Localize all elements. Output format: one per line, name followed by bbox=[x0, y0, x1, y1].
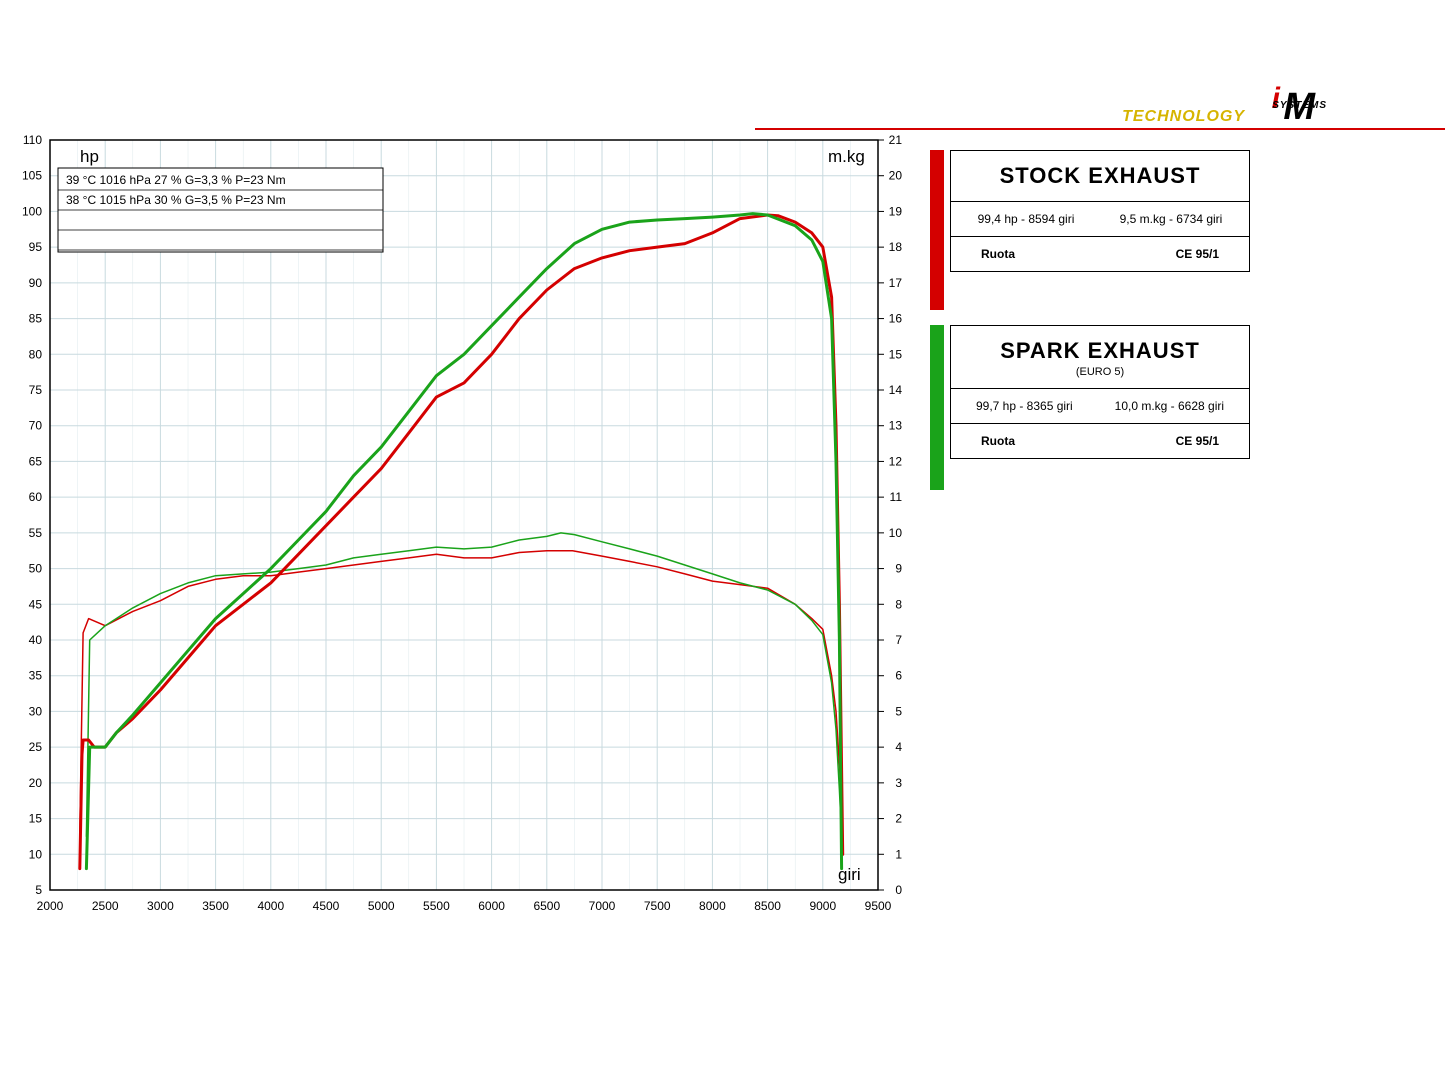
svg-text:21: 21 bbox=[889, 133, 903, 147]
svg-text:95: 95 bbox=[29, 240, 43, 254]
svg-text:5: 5 bbox=[35, 883, 42, 897]
svg-text:2000: 2000 bbox=[37, 899, 64, 913]
svg-text:10: 10 bbox=[889, 526, 903, 540]
swatch-spark bbox=[930, 325, 944, 490]
svg-text:4: 4 bbox=[895, 740, 902, 754]
hp-peak: 99,4 hp - 8594 giri bbox=[978, 212, 1075, 226]
svg-text:20: 20 bbox=[889, 169, 903, 183]
svg-text:14: 14 bbox=[889, 383, 903, 397]
svg-text:80: 80 bbox=[29, 347, 43, 361]
svg-text:7000: 7000 bbox=[589, 899, 616, 913]
norm: CE 95/1 bbox=[1176, 247, 1219, 261]
card-data-row: 99,4 hp - 8594 giri 9,5 m.kg - 6734 giri bbox=[951, 202, 1249, 236]
svg-text:3500: 3500 bbox=[202, 899, 229, 913]
svg-text:110: 110 bbox=[23, 133, 42, 147]
card-footer: Ruota CE 95/1 bbox=[951, 237, 1249, 271]
svg-text:45: 45 bbox=[29, 597, 43, 611]
svg-text:3000: 3000 bbox=[147, 899, 174, 913]
svg-text:90: 90 bbox=[29, 276, 43, 290]
svg-text:8000: 8000 bbox=[699, 899, 726, 913]
svg-text:8500: 8500 bbox=[754, 899, 781, 913]
svg-text:65: 65 bbox=[29, 454, 43, 468]
svg-text:8: 8 bbox=[895, 597, 902, 611]
svg-text:7500: 7500 bbox=[644, 899, 671, 913]
svg-text:39 °C 1016 hPa 27 % G=3,: 39 °C 1016 hPa 27 % G=3,3 % P=23 Nm bbox=[66, 173, 286, 187]
svg-text:15: 15 bbox=[889, 347, 903, 361]
tq-peak: 9,5 m.kg - 6734 giri bbox=[1120, 212, 1223, 226]
card-title: STOCK EXHAUST bbox=[951, 151, 1249, 191]
svg-text:20: 20 bbox=[29, 776, 43, 790]
card-subtitle bbox=[951, 191, 1249, 201]
svg-text:13: 13 bbox=[889, 419, 903, 433]
svg-text:55: 55 bbox=[29, 526, 43, 540]
measurement: Ruota bbox=[981, 434, 1015, 448]
hp-peak: 99,7 hp - 8365 giri bbox=[976, 399, 1073, 413]
svg-text:9500: 9500 bbox=[865, 899, 892, 913]
svg-text:100: 100 bbox=[22, 204, 42, 218]
svg-text:35: 35 bbox=[29, 669, 43, 683]
svg-text:6: 6 bbox=[895, 669, 902, 683]
svg-text:85: 85 bbox=[29, 312, 43, 326]
svg-text:9000: 9000 bbox=[809, 899, 836, 913]
svg-text:6000: 6000 bbox=[478, 899, 505, 913]
swatch-stock bbox=[930, 150, 944, 310]
svg-text:5500: 5500 bbox=[423, 899, 450, 913]
svg-text:30: 30 bbox=[29, 704, 43, 718]
tq-peak: 10,0 m.kg - 6628 giri bbox=[1115, 399, 1224, 413]
norm: CE 95/1 bbox=[1176, 434, 1219, 448]
svg-text:4500: 4500 bbox=[313, 899, 340, 913]
svg-text:2500: 2500 bbox=[92, 899, 119, 913]
measurement: Ruota bbox=[981, 247, 1015, 261]
svg-text:70: 70 bbox=[29, 419, 43, 433]
svg-text:40: 40 bbox=[29, 633, 43, 647]
svg-text:60: 60 bbox=[29, 490, 43, 504]
svg-text:75: 75 bbox=[29, 383, 43, 397]
svg-text:5: 5 bbox=[895, 704, 902, 718]
svg-text:5000: 5000 bbox=[368, 899, 395, 913]
svg-text:2: 2 bbox=[895, 812, 902, 826]
svg-text:1: 1 bbox=[895, 847, 902, 861]
svg-text:38 °C 1015 hPa 30 % G=3,: 38 °C 1015 hPa 30 % G=3,5 % P=23 Nm bbox=[66, 193, 286, 207]
card-data-row: 99,7 hp - 8365 giri 10,0 m.kg - 6628 gir… bbox=[951, 389, 1249, 423]
svg-text:50: 50 bbox=[29, 562, 43, 576]
svg-text:3: 3 bbox=[895, 776, 902, 790]
svg-text:0: 0 bbox=[895, 883, 902, 897]
svg-text:12: 12 bbox=[889, 454, 903, 468]
svg-text:4000: 4000 bbox=[257, 899, 284, 913]
dyno-sheet: TECHNOLOGY M i SYSTEMS 20002500300035004… bbox=[0, 0, 1445, 1084]
svg-text:9: 9 bbox=[895, 562, 902, 576]
card-spark-exhaust: SPARK EXHAUST (EURO 5) 99,7 hp - 8365 gi… bbox=[950, 325, 1250, 459]
svg-text:25: 25 bbox=[29, 740, 43, 754]
svg-text:17: 17 bbox=[889, 276, 903, 290]
svg-text:16: 16 bbox=[889, 312, 903, 326]
svg-text:7: 7 bbox=[895, 633, 902, 647]
svg-text:10: 10 bbox=[29, 847, 43, 861]
svg-text:105: 105 bbox=[22, 169, 42, 183]
card-title: SPARK EXHAUST bbox=[951, 326, 1249, 366]
svg-text:11: 11 bbox=[890, 490, 903, 504]
svg-text:6500: 6500 bbox=[533, 899, 560, 913]
svg-text:18: 18 bbox=[889, 240, 903, 254]
svg-text:hp: hp bbox=[80, 147, 99, 166]
card-stock-exhaust: STOCK EXHAUST 99,4 hp - 8594 giri 9,5 m.… bbox=[950, 150, 1250, 272]
card-subtitle: (EURO 5) bbox=[951, 366, 1249, 388]
svg-text:m.kg: m.kg bbox=[828, 147, 865, 166]
card-footer: Ruota CE 95/1 bbox=[951, 424, 1249, 458]
svg-text:19: 19 bbox=[889, 204, 903, 218]
svg-text:15: 15 bbox=[29, 812, 43, 826]
